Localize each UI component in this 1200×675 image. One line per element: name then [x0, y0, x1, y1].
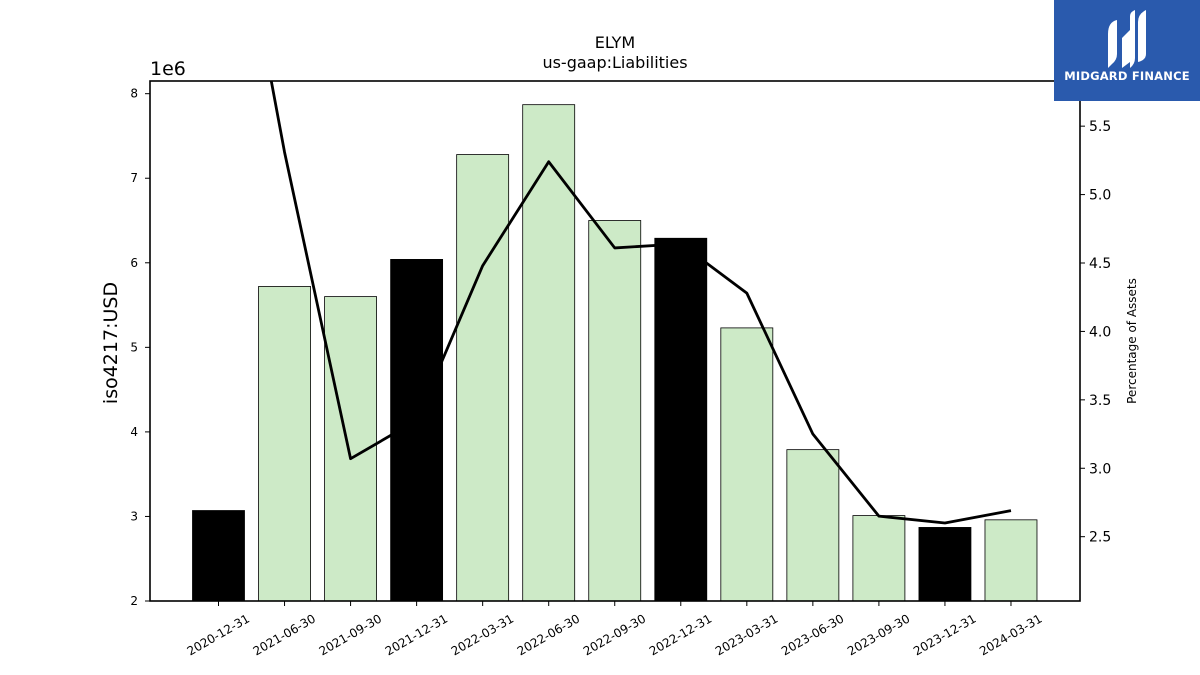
y-axis-label: iso4217:USD — [100, 282, 122, 404]
bar — [192, 510, 245, 601]
chart-title: ELYM — [595, 33, 635, 52]
bar — [852, 515, 906, 601]
brand-logo: MIDGARD FINANCE — [1054, 0, 1200, 101]
y-axis-right-label: Percentage of Assets — [1125, 278, 1139, 404]
x-tick-label: 2022-09-30 — [581, 611, 648, 658]
y2-tick-label: 5.0 — [1089, 188, 1111, 204]
y-tick-label: 4 — [130, 425, 138, 439]
y2-tick-label: 4.5 — [1089, 256, 1111, 272]
bar — [984, 519, 1038, 601]
y-tick-label: 3 — [130, 509, 138, 523]
x-tick-label: 2023-09-30 — [845, 611, 912, 658]
y-tick-label: 7 — [130, 171, 138, 185]
bar — [654, 237, 708, 601]
x-tick-label: 2023-03-31 — [713, 611, 780, 658]
y-tick-label: 5 — [130, 340, 138, 354]
y2-tick-label: 3.0 — [1089, 461, 1111, 477]
x-tick-label: 2021-12-31 — [383, 611, 450, 658]
x-tick-label: 2023-12-31 — [911, 611, 978, 658]
y2-tick-label: 4.0 — [1089, 324, 1111, 340]
y2-tick-label: 5.5 — [1089, 119, 1111, 135]
midgard-logo-icon — [1108, 10, 1146, 68]
x-tick-label: 2023-06-30 — [779, 611, 846, 658]
y-offset-label: 1e6 — [150, 58, 186, 80]
x-tick-label: 2022-06-30 — [515, 611, 582, 658]
bar — [786, 449, 840, 601]
y2-tick-label: 2.5 — [1089, 530, 1111, 546]
bar — [720, 327, 774, 601]
x-tick-label: 2020-12-31 — [185, 611, 252, 658]
plot-frame — [149, 80, 1081, 602]
y-tick-label: 6 — [130, 256, 138, 270]
chart-subtitle: us-gaap:Liabilities — [542, 53, 687, 72]
y2-tick-label: 3.5 — [1089, 393, 1111, 409]
x-tick-label: 2021-09-30 — [317, 611, 384, 658]
y-tick-label: 8 — [130, 87, 138, 101]
y-tick-label: 2 — [130, 594, 138, 608]
bar — [588, 220, 642, 601]
x-tick-label: 2021-06-30 — [251, 611, 318, 658]
brand-name: MIDGARD FINANCE — [1064, 69, 1190, 83]
x-tick-label: 2022-03-31 — [449, 611, 516, 658]
x-tick-label: 2024-03-31 — [977, 611, 1044, 658]
x-tick-label: 2022-12-31 — [647, 611, 714, 658]
percentage-line — [269, 81, 1012, 525]
bar — [258, 286, 311, 601]
bar — [522, 104, 576, 601]
bar — [456, 154, 510, 601]
bar — [918, 527, 972, 601]
